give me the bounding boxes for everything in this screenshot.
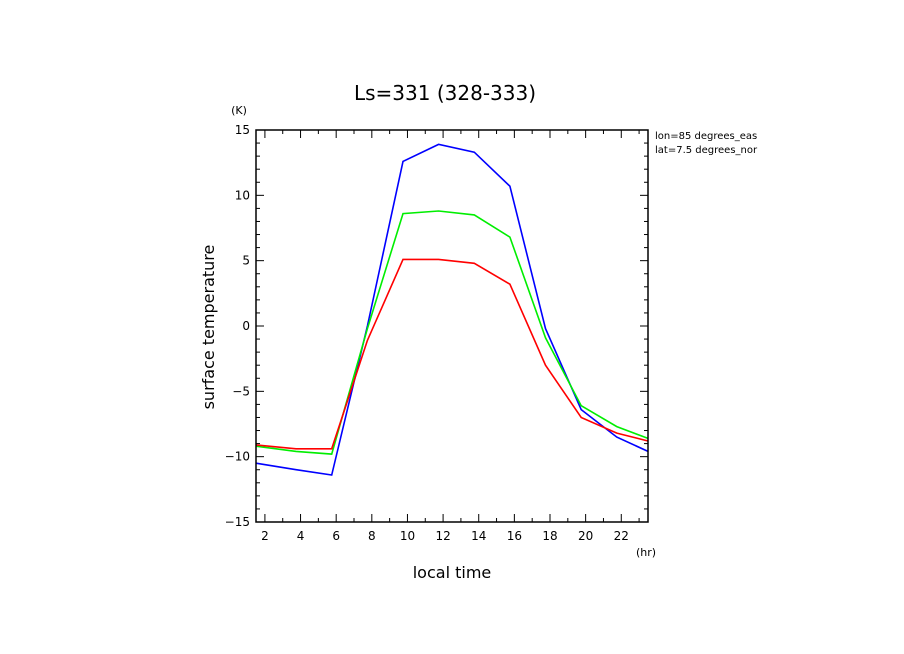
y-tick-label: −5	[232, 384, 250, 398]
x-tick-label: 14	[471, 529, 486, 543]
y-tick-label: 5	[242, 254, 250, 268]
x-tick-label: 6	[332, 529, 340, 543]
x-unit-label: (hr)	[636, 546, 656, 559]
plot-frame	[255, 129, 649, 523]
y-tick-label: −15	[225, 515, 250, 529]
series-line-3	[255, 258, 649, 450]
y-tick-label: 15	[235, 123, 250, 137]
annotation-lat: lat=7.5 degrees_nor	[655, 145, 758, 156]
x-tick-label: 10	[400, 529, 415, 543]
chart-title: Ls=331 (328-333)	[354, 81, 536, 105]
x-tick-label: 4	[297, 529, 305, 543]
x-tick-label: 18	[542, 529, 557, 543]
x-tick-label: 8	[368, 529, 376, 543]
x-tick-label: 12	[435, 529, 450, 543]
x-axis-label: local time	[413, 563, 492, 582]
y-axis-label: surface temperature	[199, 245, 218, 410]
series-line-1	[255, 143, 649, 476]
series-line-2	[255, 210, 649, 455]
y-tick-label: 10	[235, 188, 250, 202]
x-tick-label: 16	[507, 529, 522, 543]
y-tick-label: 0	[242, 319, 250, 333]
x-tick-label: 2	[261, 529, 269, 543]
x-tick-label: 20	[578, 529, 593, 543]
y-tick-label: −10	[225, 450, 250, 464]
x-tick-label: 22	[614, 529, 629, 543]
annotation-lon: lon=85 degrees_eas	[655, 131, 757, 142]
y-unit-label: (K)	[231, 104, 247, 117]
